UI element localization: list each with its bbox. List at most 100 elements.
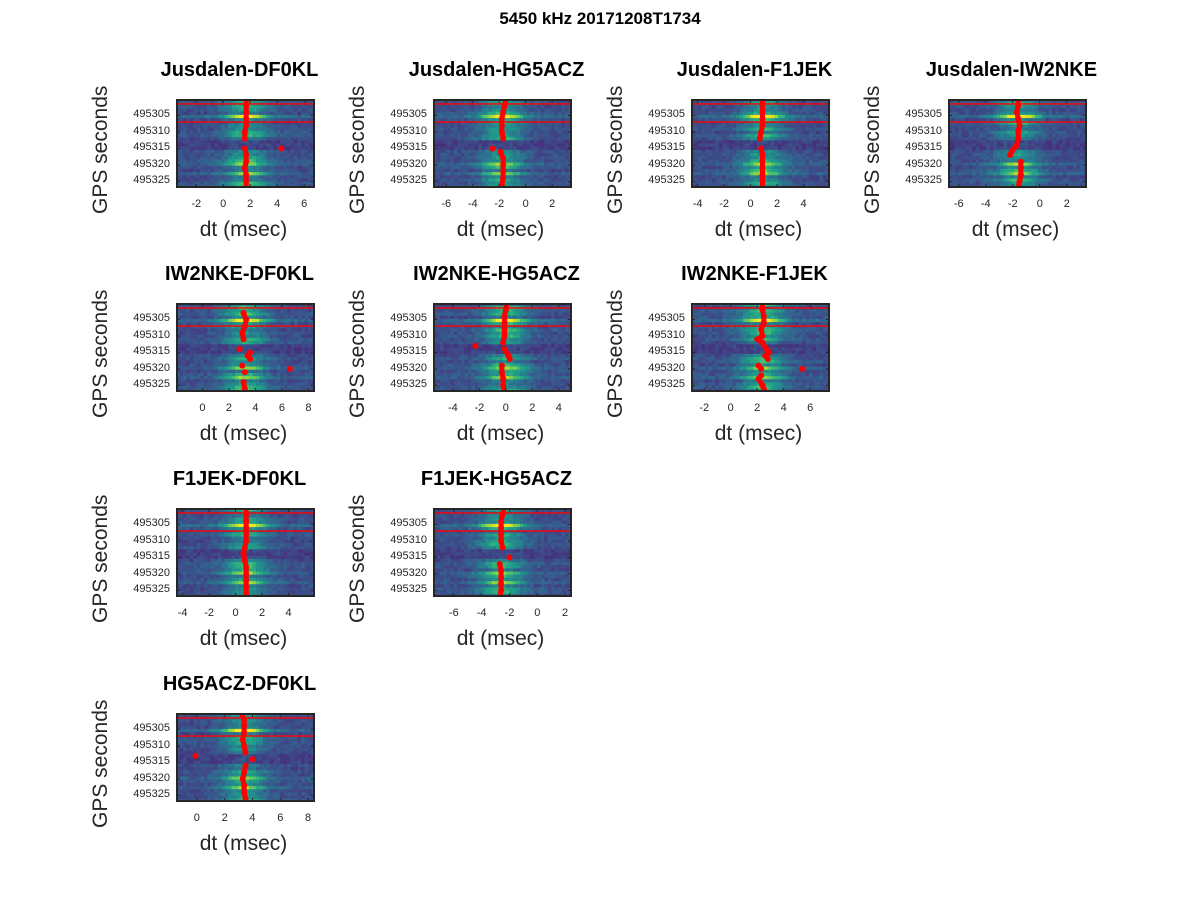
data-point-marker — [1013, 142, 1020, 149]
data-point-marker — [243, 178, 250, 185]
subplot-title: F1JEK-DF0KL — [172, 468, 307, 490]
x-tick-label: -4 — [692, 198, 703, 210]
x-tick-label: 0 — [522, 198, 529, 210]
data-point-marker — [239, 362, 246, 369]
data-point-marker — [243, 531, 250, 538]
y-tick-label: 495310 — [648, 328, 685, 341]
heatmap-axes — [691, 99, 830, 188]
x-axis-label: dt (msec) — [456, 218, 545, 241]
x-axis-label: dt (msec) — [199, 832, 288, 855]
data-point-marker — [241, 135, 248, 142]
data-point-marker — [243, 102, 250, 109]
y-tick-label: 495305 — [390, 312, 427, 325]
y-tick-label: 495315 — [133, 550, 170, 563]
data-point-marker — [498, 122, 505, 129]
x-tick-label: 2 — [561, 607, 569, 619]
data-point-marker — [1015, 102, 1022, 109]
heatmap-axes — [176, 713, 315, 802]
data-point-marker — [759, 165, 766, 172]
y-tick-label: 495320 — [133, 771, 170, 784]
x-tick-label: 6 — [277, 812, 284, 824]
x-tick-label: 4 — [249, 812, 256, 824]
data-point-marker — [241, 544, 248, 551]
data-point-marker — [242, 762, 249, 769]
data-point-marker — [192, 752, 199, 759]
data-point-marker — [501, 326, 508, 333]
data-point-marker — [759, 109, 766, 116]
heatmap-axes — [176, 99, 315, 188]
y-tick-label: 495305 — [648, 108, 685, 121]
data-point-marker — [249, 756, 256, 763]
y-tick-label: 495310 — [648, 124, 685, 137]
x-tick-label: 2 — [247, 198, 254, 210]
data-point-marker — [498, 518, 505, 525]
data-point-marker — [239, 775, 246, 782]
x-tick-label: 2 — [225, 402, 232, 414]
y-tick-label: 495325 — [390, 174, 427, 187]
data-point-marker — [501, 346, 508, 353]
data-point-marker — [499, 511, 506, 518]
data-point-marker — [498, 369, 505, 376]
x-tick-label: -4 — [476, 607, 487, 619]
data-point-marker — [498, 524, 505, 531]
x-axis-label: dt (msec) — [456, 627, 545, 650]
heatmap-axes — [691, 303, 830, 392]
data-point-marker — [241, 769, 248, 776]
data-point-marker — [1017, 171, 1024, 178]
y-tick-label: 495320 — [905, 157, 942, 170]
y-tick-label: 495310 — [133, 533, 170, 546]
x-tick-label: 2 — [529, 402, 536, 414]
data-point-marker — [498, 587, 505, 594]
x-tick-label: -2 — [204, 607, 214, 619]
data-point-marker — [506, 356, 513, 363]
data-point-marker — [498, 362, 505, 369]
subplot-title: Jusdalen-F1JEK — [676, 59, 833, 81]
figure-title: 5450 kHz 20171208T1734 — [499, 9, 701, 28]
x-tick-label: 2 — [1063, 198, 1070, 210]
data-point-marker — [799, 365, 806, 372]
data-point-marker — [759, 332, 766, 339]
data-point-marker — [500, 155, 507, 162]
y-tick-label: 495325 — [133, 174, 170, 187]
y-tick-label: 495325 — [133, 583, 170, 596]
data-point-marker — [501, 319, 508, 326]
x-tick-label: 4 — [780, 402, 787, 414]
data-point-marker — [241, 145, 248, 152]
data-point-marker — [766, 349, 773, 356]
data-point-marker — [243, 564, 250, 571]
y-tick-label: 495320 — [648, 157, 685, 170]
x-tick-label: -4 — [467, 198, 478, 210]
y-tick-label: 495315 — [390, 345, 427, 358]
y-tick-label: 495305 — [133, 517, 170, 530]
x-tick-label: 8 — [304, 812, 312, 824]
data-point-marker — [500, 175, 507, 182]
y-tick-label: 495320 — [133, 157, 170, 170]
y-tick-label: 495305 — [648, 312, 685, 325]
data-point-marker — [1015, 115, 1022, 122]
x-tick-label: -4 — [980, 198, 991, 210]
data-point-marker — [498, 580, 505, 587]
data-point-marker — [760, 319, 767, 326]
x-axis-label: dt (msec) — [456, 422, 545, 445]
data-point-marker — [241, 729, 248, 736]
y-tick-label: 495310 — [133, 328, 170, 341]
x-tick-label: 0 — [220, 198, 227, 210]
heatmap-axes — [433, 99, 572, 188]
data-point-marker — [243, 537, 250, 544]
x-tick-label: 2 — [258, 607, 266, 619]
data-point-marker — [489, 145, 496, 152]
data-point-marker — [241, 716, 248, 723]
y-tick-label: 495305 — [133, 108, 170, 121]
data-point-marker — [1016, 178, 1023, 185]
data-point-marker — [500, 135, 507, 142]
y-tick-label: 495320 — [390, 157, 427, 170]
y-tick-label: 495305 — [133, 312, 170, 325]
x-tick-label: -2 — [191, 198, 202, 210]
y-tick-label: 495310 — [390, 533, 427, 546]
x-tick-label: 2 — [549, 198, 556, 210]
data-point-marker — [241, 782, 248, 789]
x-tick-label: 4 — [555, 402, 562, 414]
data-point-marker — [500, 109, 507, 116]
data-point-marker — [759, 178, 766, 185]
data-point-marker — [1016, 122, 1023, 129]
